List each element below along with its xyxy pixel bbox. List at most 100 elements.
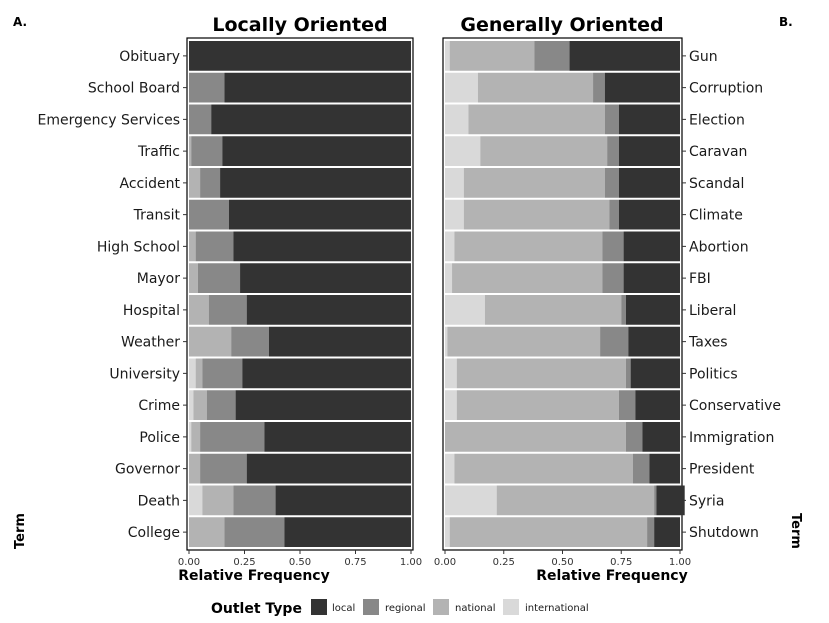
- bar-segment-regional: [224, 517, 285, 547]
- x-tick-label: 0.50: [551, 557, 573, 568]
- term-label: Hospital: [123, 303, 180, 319]
- bar-segment-local: [242, 358, 411, 389]
- legend-label-international: international: [525, 603, 589, 614]
- bar-segment-international: [445, 231, 455, 262]
- bar-segment-regional: [191, 136, 223, 166]
- bar-segment-international: [445, 390, 457, 420]
- x-tick-label: 0.25: [493, 557, 515, 568]
- term-label: Politics: [689, 366, 738, 382]
- term-label: Emergency Services: [38, 112, 180, 128]
- bar-segment-national: [477, 72, 594, 103]
- bar-segment-regional: [206, 390, 236, 420]
- legend-swatch-national: [433, 599, 449, 615]
- bar-segment-regional: [534, 41, 570, 71]
- bar-segment-national: [454, 453, 633, 484]
- bar-segment-local: [630, 358, 680, 389]
- bar-segment-regional: [604, 168, 619, 198]
- term-label: President: [689, 462, 755, 478]
- bar-segment-national: [484, 295, 622, 325]
- bar-segment-local: [623, 263, 680, 293]
- term-label: Transit: [133, 208, 181, 224]
- bar-segment-international: [445, 72, 478, 103]
- term-label: High School: [97, 239, 180, 255]
- bar-segment-national: [480, 136, 608, 166]
- bar-segment-regional: [189, 72, 225, 103]
- bar-segment-local: [623, 231, 680, 262]
- term-label: Police: [139, 430, 180, 446]
- bar-segment-local: [618, 136, 680, 166]
- panel-b-title: Generally Oriented: [460, 14, 663, 36]
- bar-segment-regional: [231, 326, 269, 357]
- bar-segment-local: [642, 422, 680, 452]
- bar-segment-regional: [233, 485, 276, 516]
- bar-segment-local: [246, 295, 411, 325]
- term-label: Shutdown: [689, 525, 759, 541]
- x-tick-label: 0.00: [434, 557, 456, 568]
- term-label: Crime: [138, 398, 180, 414]
- bar-segment-regional: [189, 104, 212, 135]
- bar-segment-regional: [602, 263, 624, 293]
- bar-segment-international: [445, 453, 455, 484]
- term-label: Traffic: [137, 144, 180, 160]
- bar-segment-regional: [609, 199, 619, 230]
- bar-segment-international: [445, 168, 464, 198]
- bar-segment-international: [189, 422, 192, 452]
- bar-segment-international: [189, 358, 196, 389]
- bar-segment-international: [445, 199, 464, 230]
- x-tick-label: 0.50: [289, 557, 311, 568]
- bar-segment-local: [618, 199, 680, 230]
- bar-segment-international: [445, 295, 485, 325]
- bar-segment-international: [445, 358, 457, 389]
- bar-segment-national: [189, 231, 196, 262]
- term-label: FBI: [689, 271, 711, 287]
- bar-segment-national: [193, 390, 207, 420]
- term-label: Governor: [115, 462, 180, 478]
- bar-segment-regional: [602, 231, 624, 262]
- legend-title: Outlet Type: [211, 601, 302, 617]
- bar-segment-regional: [200, 168, 221, 198]
- bar-segment-local: [649, 453, 680, 484]
- bar-segment-international: [189, 390, 194, 420]
- bar-segment-international: [445, 263, 453, 293]
- term-label: Conservative: [689, 398, 781, 414]
- panel-a-plot: Obituary School Board Emergency Services Tr…: [38, 37, 422, 568]
- panel-a-title: Locally Oriented: [212, 14, 387, 36]
- legend-swatch-international: [503, 599, 519, 615]
- bar-segment-regional: [604, 104, 619, 135]
- term-label: Liberal: [689, 303, 736, 319]
- term-label: Death: [138, 493, 180, 509]
- bar-segment-local: [618, 168, 680, 198]
- term-label: Election: [689, 112, 745, 128]
- bar-segment-local: [233, 231, 411, 262]
- bar-segment-international: [445, 326, 448, 357]
- term-label: Weather: [121, 335, 180, 351]
- bar-segment-regional: [208, 295, 247, 325]
- legend-label-national: national: [455, 603, 496, 614]
- x-tick-label: 0.00: [178, 557, 200, 568]
- term-label: Abortion: [689, 239, 749, 255]
- term-label: Mayor: [137, 271, 181, 287]
- bar-segment-local: [220, 168, 411, 198]
- bar-segment-local: [240, 263, 411, 293]
- legend-label-local: local: [332, 603, 355, 614]
- bar-segment-local: [618, 104, 680, 135]
- bar-segment-international: [445, 104, 469, 135]
- bar-segment-national: [468, 104, 605, 135]
- bar-segment-national: [189, 453, 201, 484]
- panel-a-letter: A.: [13, 15, 27, 29]
- bar-segment-national: [195, 358, 203, 389]
- term-label: Scandal: [689, 176, 744, 192]
- bar-segment-national: [445, 422, 626, 452]
- bar-segment-national: [456, 390, 619, 420]
- bar-segment-national: [189, 517, 225, 547]
- term-label: School Board: [88, 81, 180, 97]
- bar-segment-national: [189, 168, 201, 198]
- x-tick-label: 1.00: [669, 557, 691, 568]
- term-label: Caravan: [689, 144, 747, 160]
- bar-segment-regional: [189, 199, 229, 230]
- bar-segment-national: [447, 326, 601, 357]
- bar-segment-international: [445, 136, 481, 166]
- bar-segment-local: [235, 390, 411, 420]
- bar-segment-national: [463, 168, 605, 198]
